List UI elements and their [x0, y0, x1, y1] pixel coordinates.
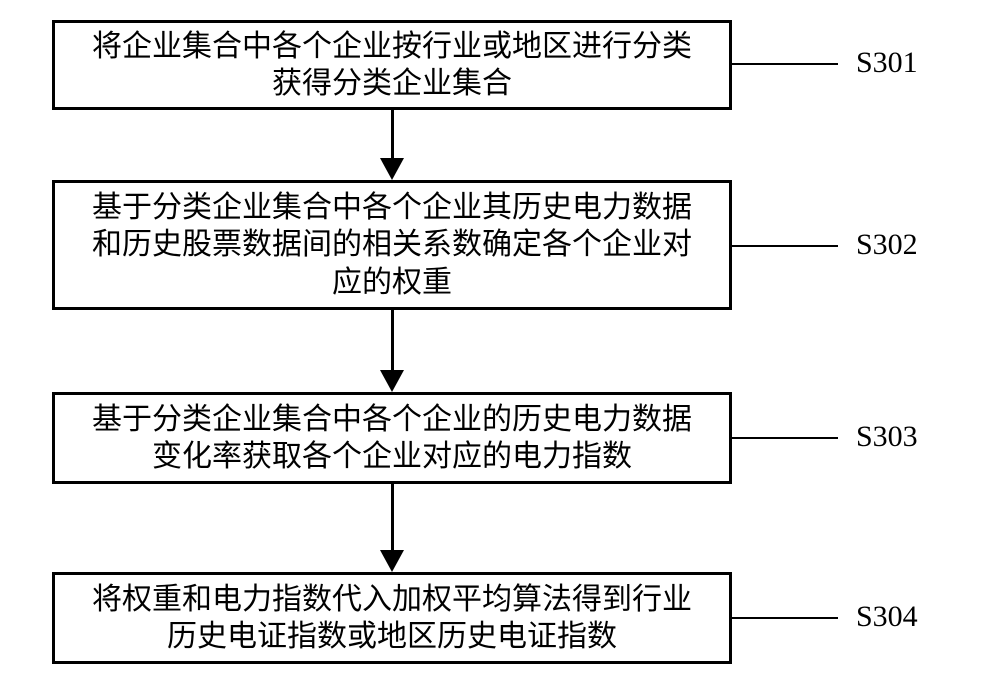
flowchart-canvas: 将企业集合中各个企业按行业或地区进行分类 获得分类企业集合S301基于分类企业集… — [0, 0, 1000, 693]
flow-arrow — [0, 0, 1000, 693]
arrow-head — [380, 550, 404, 572]
arrow-shaft — [391, 484, 394, 550]
